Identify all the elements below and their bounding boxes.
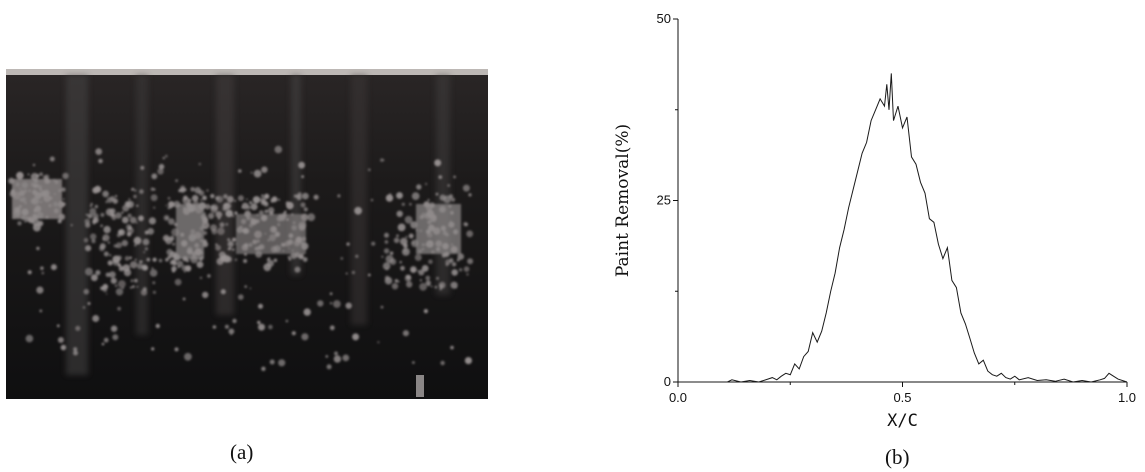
paint-removal-photo: [6, 69, 488, 399]
x-tick-label: 0.5: [893, 390, 911, 405]
chart-ticks: 0 25 50 0.0 0.5 1.0: [657, 11, 1137, 405]
series-line: [678, 73, 1128, 383]
x-axis-label: X/C: [887, 411, 918, 431]
y-axis-label: Paint Removal(%): [613, 124, 633, 277]
chart-axes: [677, 19, 1127, 383]
x-tick-label: 1.0: [1118, 390, 1136, 405]
y-tick-label: 0: [664, 374, 671, 389]
y-tick-label: 25: [657, 193, 671, 208]
y-tick-label: 50: [657, 11, 671, 26]
caption-b: (b): [885, 445, 910, 469]
x-tick-label: 0.0: [669, 390, 687, 405]
paint-removal-chart: 0 25 50 0.0 0.5 1.0 X/C Paint Removal(%): [600, 5, 1145, 445]
caption-a: (a): [230, 440, 254, 464]
